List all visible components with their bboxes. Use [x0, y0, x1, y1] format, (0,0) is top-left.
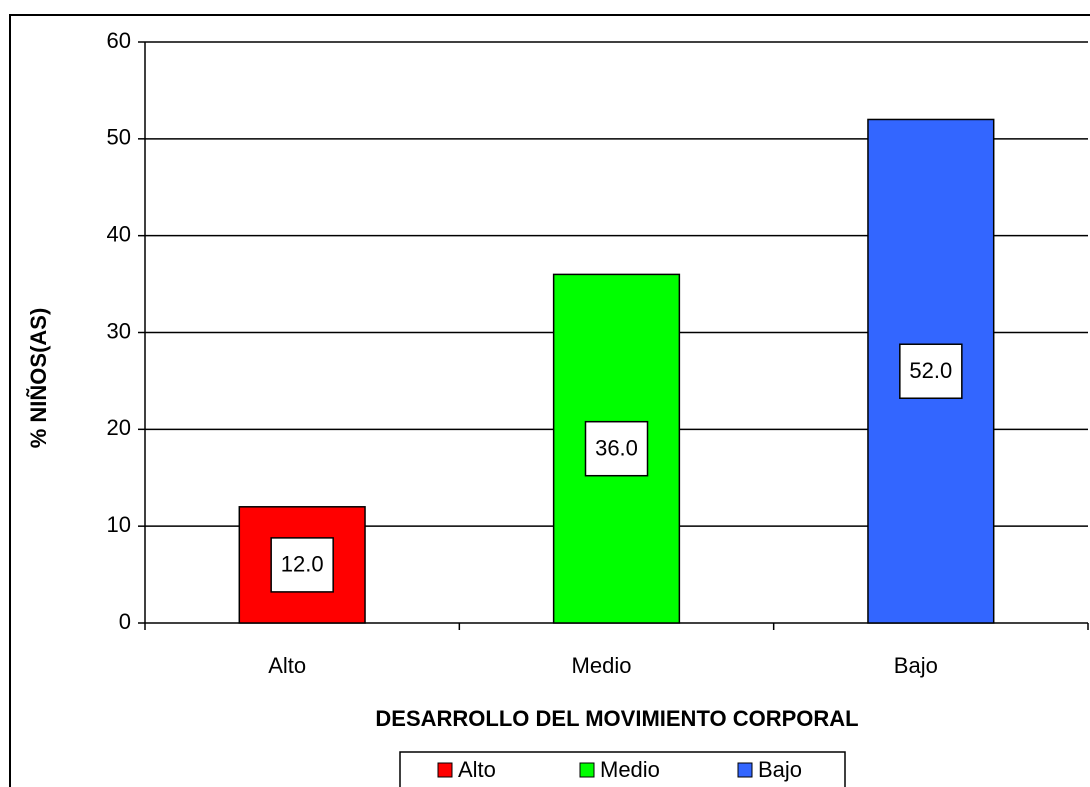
y-tick-label: 0 — [119, 609, 131, 634]
y-tick-label: 40 — [107, 221, 131, 246]
y-tick-label: 10 — [107, 512, 131, 537]
legend-label: Bajo — [758, 757, 802, 782]
x-axis-title: DESARROLLO DEL MOVIMIENTO CORPORAL — [375, 706, 858, 731]
legend-swatch — [437, 762, 453, 778]
legend-swatch — [737, 762, 753, 778]
y-axis-title: % NIÑOS(AS) — [26, 308, 51, 449]
value-label-box — [584, 420, 649, 477]
y-tick-label: 30 — [107, 318, 131, 343]
legend-label: Medio — [600, 757, 660, 782]
value-label-box — [899, 343, 963, 399]
y-tick-label: 20 — [107, 415, 131, 440]
x-tick-label: Alto — [268, 653, 306, 678]
y-tick-label: 60 — [107, 28, 131, 53]
y-tick-label: 50 — [107, 125, 131, 150]
value-label-box — [270, 537, 334, 593]
legend-swatch — [579, 762, 595, 778]
value-label: 36.0 — [595, 436, 638, 461]
value-label: 52.0 — [909, 358, 952, 383]
x-tick-label: Bajo — [894, 653, 938, 678]
value-label: 12.0 — [281, 552, 324, 577]
legend-label: Alto — [458, 757, 496, 782]
x-tick-label: Medio — [572, 653, 632, 678]
legend-box — [399, 751, 846, 787]
